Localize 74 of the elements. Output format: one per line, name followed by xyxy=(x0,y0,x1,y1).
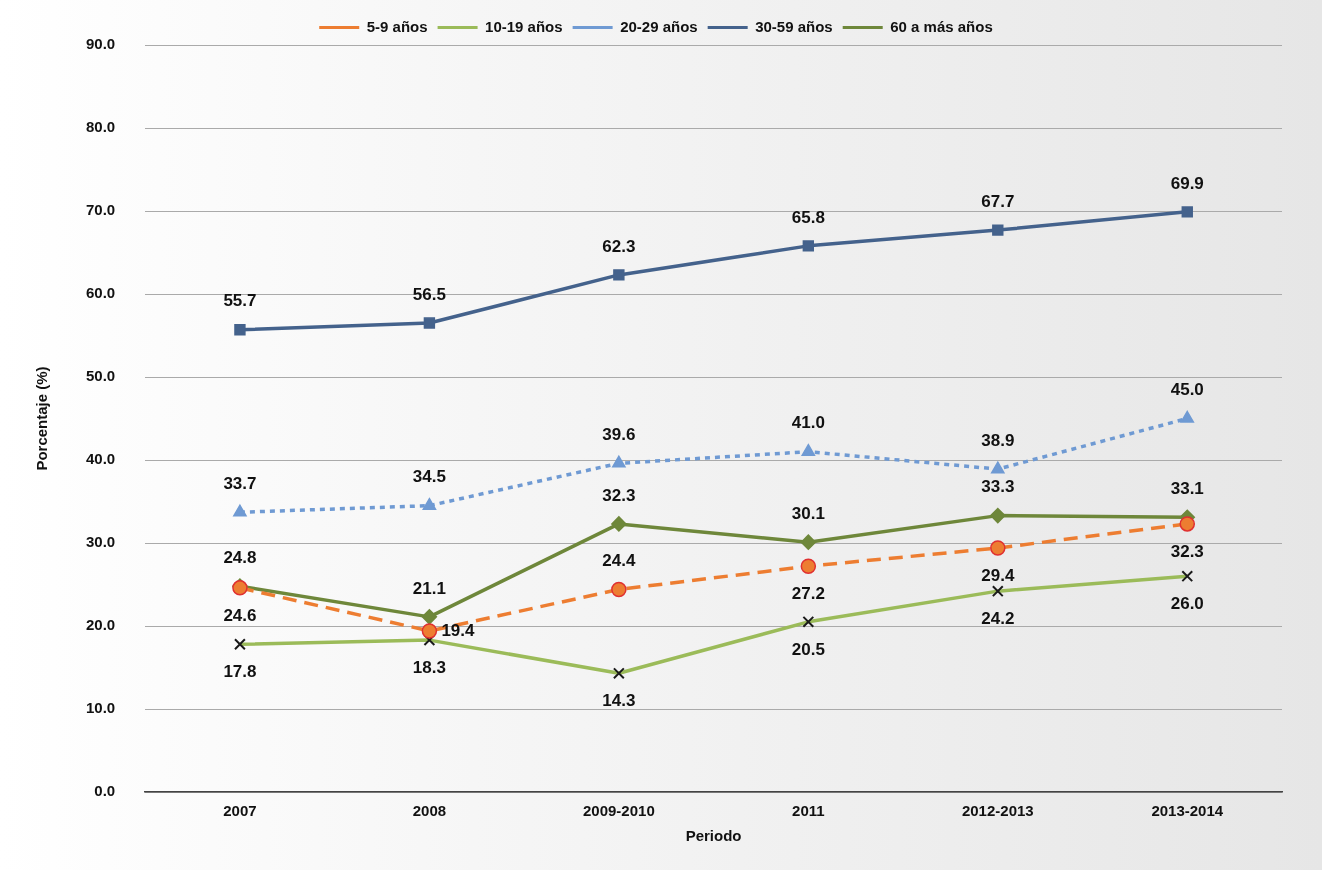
data-label: 33.3 xyxy=(981,477,1015,497)
y-tick-label: 20.0 xyxy=(85,616,116,634)
data-label: 65.8 xyxy=(791,207,825,227)
legend-label: 5-9 años xyxy=(366,17,428,35)
legend-label: 10-19 años xyxy=(485,17,563,35)
point xyxy=(612,455,626,468)
point xyxy=(422,497,437,510)
data-label: 45.0 xyxy=(1170,380,1204,400)
x-tick-label: 2013-2014 xyxy=(1151,802,1224,820)
point xyxy=(233,504,247,517)
data-label: 33.7 xyxy=(223,473,257,493)
y-tick-label: 70.0 xyxy=(85,201,116,219)
y-tick-label: 30.0 xyxy=(85,533,116,551)
data-label: 29.4 xyxy=(981,565,1015,585)
point xyxy=(800,534,817,550)
data-label: 67.7 xyxy=(981,191,1015,211)
data-label: 41.0 xyxy=(791,413,825,433)
y-tick-label: 90.0 xyxy=(85,35,116,53)
y-axis-title: Porcentaje (%) xyxy=(33,366,51,471)
point xyxy=(800,558,817,574)
x-axis-title: Periodo xyxy=(685,827,742,845)
point xyxy=(421,609,438,625)
x-tick-label: 2008 xyxy=(412,802,447,820)
point xyxy=(990,540,1006,556)
point xyxy=(234,323,246,336)
data-label: 32.3 xyxy=(602,485,636,505)
point xyxy=(990,461,1005,474)
data-label: 34.5 xyxy=(412,467,446,487)
y-tick-label: 50.0 xyxy=(85,367,116,385)
data-label: 21.1 xyxy=(412,578,446,598)
data-label: 24.4 xyxy=(602,551,636,571)
y-tick-label: 60.0 xyxy=(85,284,116,302)
data-label: 17.8 xyxy=(223,661,257,681)
data-label: 24.8 xyxy=(223,547,257,567)
y-tick-label: 40.0 xyxy=(85,450,116,468)
y-tick-label: 80.0 xyxy=(85,118,116,136)
x-tick-label: 2011 xyxy=(792,802,825,820)
data-label: 24.2 xyxy=(981,608,1015,628)
data-label: 55.7 xyxy=(223,291,257,311)
point xyxy=(990,507,1006,524)
data-label: 30.1 xyxy=(791,503,825,523)
point xyxy=(802,240,815,252)
data-label: 33.1 xyxy=(1170,478,1204,498)
legend-label: 30-59 años xyxy=(755,17,833,35)
data-label: 20.5 xyxy=(791,639,825,659)
point xyxy=(613,269,625,281)
point xyxy=(1181,206,1193,218)
point xyxy=(992,224,1004,236)
data-label: 26.0 xyxy=(1170,593,1204,613)
data-label: 19.4 xyxy=(441,620,476,640)
data-label: 39.6 xyxy=(602,425,636,445)
point xyxy=(423,317,436,329)
data-label: 38.9 xyxy=(981,430,1015,450)
legend-label: 60 a más años xyxy=(890,17,993,35)
point xyxy=(801,443,816,456)
data-label: 32.3 xyxy=(1170,541,1204,561)
x-tick-label: 2009-2010 xyxy=(583,802,655,820)
point xyxy=(1180,410,1195,423)
data-label: 27.2 xyxy=(791,583,825,603)
y-tick-label: 0.0 xyxy=(94,782,116,800)
point xyxy=(611,516,627,532)
point xyxy=(1179,516,1196,532)
data-label: 18.3 xyxy=(412,657,446,677)
data-label: 56.5 xyxy=(412,284,446,304)
legend-label: 20-29 años xyxy=(620,17,698,35)
data-label: 14.3 xyxy=(602,691,636,710)
data-label: 69.9 xyxy=(1170,173,1204,193)
data-label: 24.6 xyxy=(223,605,257,625)
x-tick-label: 2007 xyxy=(223,802,257,820)
y-tick-label: 10.0 xyxy=(85,699,116,717)
x-tick-label: 2012-2013 xyxy=(961,802,1034,820)
data-label: 62.3 xyxy=(602,236,636,256)
point xyxy=(611,581,627,598)
point xyxy=(421,623,438,639)
